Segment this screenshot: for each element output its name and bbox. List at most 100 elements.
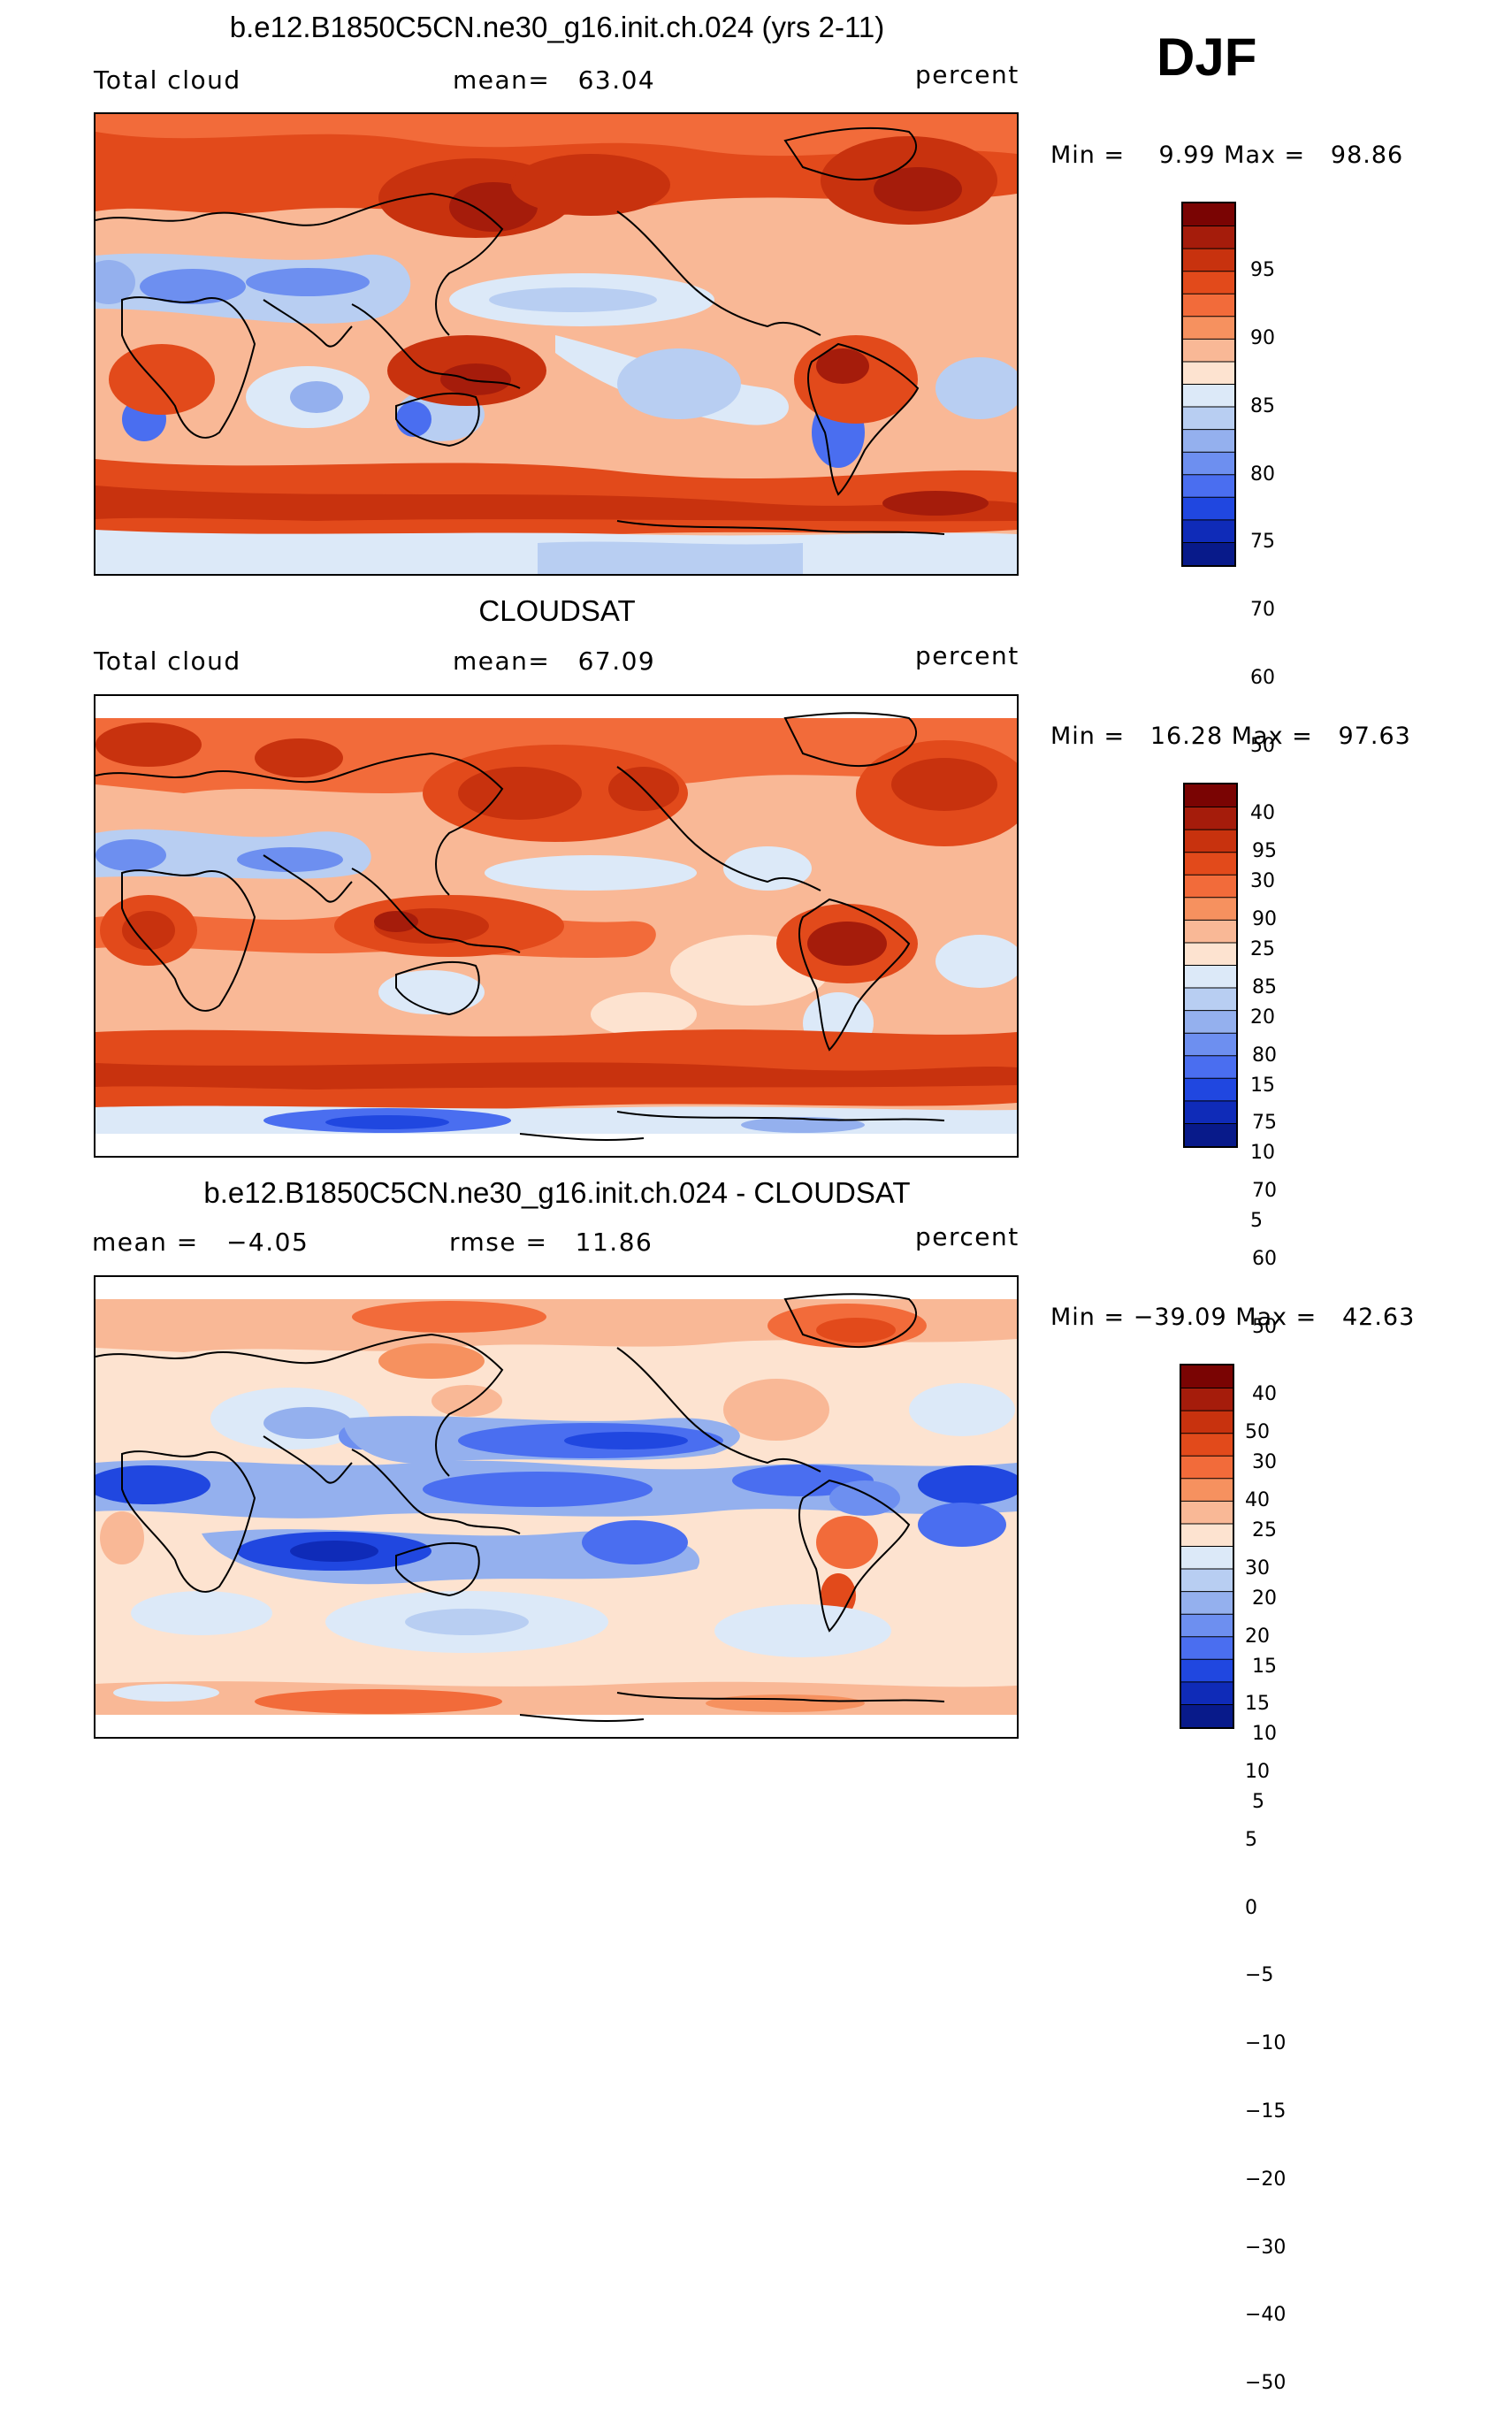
colorbar-swatch bbox=[1181, 1704, 1233, 1728]
colorbar-tick-label: 30 bbox=[1250, 870, 1275, 893]
colorbar-tick-label: −5 bbox=[1245, 1964, 1274, 1987]
colorbar-tick-label: 10 bbox=[1245, 1761, 1270, 1784]
colorbar-swatch bbox=[1185, 1078, 1236, 1102]
panel-3-colorbar-labels: 50 40 30 20 15 10 5 0 −5 −10 −15 −20 −30… bbox=[1245, 1376, 1286, 2417]
colorbar-tick-label: 30 bbox=[1245, 1557, 1270, 1579]
panel-2-title: CLOUDSAT bbox=[478, 594, 636, 627]
colorbar-swatch bbox=[1185, 988, 1236, 1012]
colorbar-tick-label: 5 bbox=[1245, 1828, 1257, 1851]
colorbar-swatch bbox=[1181, 1681, 1233, 1705]
colorbar-tick-label: 80 bbox=[1252, 1044, 1277, 1067]
colorbar-swatch bbox=[1183, 271, 1234, 294]
colorbar-tick-label: 20 bbox=[1252, 1587, 1277, 1610]
colorbar-tick-label: −20 bbox=[1245, 2168, 1287, 2191]
colorbar-swatch bbox=[1181, 1591, 1233, 1615]
colorbar-swatch bbox=[1185, 784, 1236, 808]
colorbar-swatch bbox=[1181, 1659, 1233, 1683]
colorbar-swatch bbox=[1183, 316, 1234, 340]
colorbar-tick-label: 50 bbox=[1252, 1315, 1277, 1338]
colorbar-tick-label: 85 bbox=[1252, 975, 1277, 998]
colorbar-swatch bbox=[1185, 1123, 1236, 1147]
colorbar-swatch bbox=[1183, 226, 1234, 249]
colorbar-tick-label: 90 bbox=[1252, 907, 1277, 930]
panel-2-contour-field bbox=[95, 712, 1017, 1142]
panel-3-colorbar bbox=[1180, 1364, 1234, 1729]
panel-3-min-max: Min = −39.09 Max = 42.63 bbox=[1050, 1304, 1416, 1331]
colorbar-tick-label: 15 bbox=[1252, 1655, 1277, 1678]
panel-2-map bbox=[94, 694, 1019, 1158]
colorbar-swatch bbox=[1185, 965, 1236, 989]
panel-1-colorbar bbox=[1181, 202, 1236, 567]
colorbar-swatch bbox=[1181, 1365, 1233, 1389]
panel-1-min-max: Min = 9.99 Max = 98.86 bbox=[1050, 142, 1404, 169]
colorbar-swatch bbox=[1185, 852, 1236, 876]
colorbar-swatch bbox=[1181, 1501, 1233, 1525]
season-label: DJF bbox=[1157, 27, 1257, 87]
panel-2-min-max: Min = 16.28 Max = 97.63 bbox=[1050, 723, 1411, 750]
colorbar-tick-label: 10 bbox=[1250, 1142, 1275, 1165]
colorbar-swatch bbox=[1183, 542, 1234, 566]
colorbar-tick-label: 60 bbox=[1250, 666, 1275, 689]
colorbar-swatch bbox=[1183, 452, 1234, 476]
colorbar-tick-label: 20 bbox=[1245, 1625, 1270, 1648]
colorbar-tick-label: 10 bbox=[1252, 1723, 1277, 1746]
colorbar-swatch bbox=[1183, 519, 1234, 543]
panel-3-rmse: rmse = 11.86 bbox=[449, 1228, 653, 1257]
colorbar-swatch bbox=[1183, 384, 1234, 408]
panel-1-units: percent bbox=[915, 60, 1019, 89]
colorbar-swatch bbox=[1181, 1569, 1233, 1593]
colorbar-tick-label: 0 bbox=[1245, 1896, 1257, 1919]
colorbar-swatch bbox=[1185, 897, 1236, 921]
panel-3-contour-field bbox=[95, 1293, 1017, 1723]
colorbar-swatch bbox=[1185, 807, 1236, 830]
colorbar-swatch bbox=[1181, 1433, 1233, 1457]
colorbar-tick-label: 40 bbox=[1250, 802, 1275, 825]
colorbar-swatch bbox=[1183, 474, 1234, 498]
panel-1-map bbox=[94, 112, 1019, 576]
panel-3-colorbar-swatches bbox=[1181, 1365, 1233, 1728]
panel-3-title: b.e12.B1850C5CN.ne30_g16.init.ch.024 - C… bbox=[203, 1176, 911, 1209]
colorbar-tick-label: 75 bbox=[1252, 1112, 1277, 1135]
colorbar-tick-label: −30 bbox=[1245, 2236, 1287, 2259]
panel-3-map bbox=[94, 1275, 1019, 1739]
colorbar-tick-label: −10 bbox=[1245, 2032, 1287, 2055]
colorbar-tick-label: 50 bbox=[1250, 734, 1275, 757]
colorbar-swatch bbox=[1181, 1636, 1233, 1660]
colorbar-tick-label: 90 bbox=[1250, 326, 1275, 349]
colorbar-tick-label: 5 bbox=[1250, 1210, 1263, 1233]
colorbar-tick-label: 70 bbox=[1250, 599, 1275, 622]
panel-1-mean: mean= 63.04 bbox=[453, 65, 656, 95]
colorbar-swatch bbox=[1183, 429, 1234, 453]
colorbar-tick-label: 40 bbox=[1252, 1383, 1277, 1406]
panel-1-variable-label: Total cloud bbox=[94, 65, 241, 95]
colorbar-tick-label: 60 bbox=[1252, 1247, 1277, 1270]
colorbar-tick-label: 95 bbox=[1252, 840, 1277, 863]
panel-2-colorbar-swatches bbox=[1185, 784, 1236, 1147]
panel-2-mean: mean= 67.09 bbox=[453, 646, 656, 676]
colorbar-swatch bbox=[1181, 1411, 1233, 1434]
colorbar-swatch bbox=[1181, 1456, 1233, 1480]
colorbar-swatch bbox=[1183, 294, 1234, 317]
colorbar-tick-label: 30 bbox=[1252, 1451, 1277, 1474]
colorbar-swatch bbox=[1183, 339, 1234, 363]
colorbar-tick-label: 15 bbox=[1250, 1074, 1275, 1097]
panel-1-contour-field bbox=[95, 114, 1017, 574]
panel-3-mean: mean = −4.05 bbox=[92, 1228, 309, 1257]
colorbar-tick-label: 80 bbox=[1250, 463, 1275, 486]
colorbar-swatch bbox=[1185, 1033, 1236, 1057]
colorbar-swatch bbox=[1183, 249, 1234, 272]
panel-1-title: b.e12.B1850C5CN.ne30_g16.init.ch.024 (yr… bbox=[229, 11, 885, 43]
colorbar-swatch bbox=[1185, 875, 1236, 899]
colorbar-tick-label: −15 bbox=[1245, 2100, 1287, 2123]
panel-1-colorbar-swatches bbox=[1183, 203, 1234, 566]
colorbar-tick-label: 40 bbox=[1245, 1488, 1270, 1511]
panel-1-colorbar-labels: 95 90 85 80 75 70 60 50 40 30 25 20 15 1… bbox=[1250, 214, 1275, 1255]
panel-3-units: percent bbox=[915, 1222, 1019, 1251]
colorbar-swatch bbox=[1181, 1478, 1233, 1502]
colorbar-tick-label: 50 bbox=[1245, 1421, 1270, 1444]
colorbar-tick-label: −50 bbox=[1245, 2372, 1287, 2395]
colorbar-tick-label: 25 bbox=[1252, 1519, 1277, 1541]
colorbar-swatch bbox=[1181, 1523, 1233, 1547]
colorbar-swatch bbox=[1185, 1055, 1236, 1079]
panel-2-colorbar bbox=[1183, 783, 1238, 1148]
